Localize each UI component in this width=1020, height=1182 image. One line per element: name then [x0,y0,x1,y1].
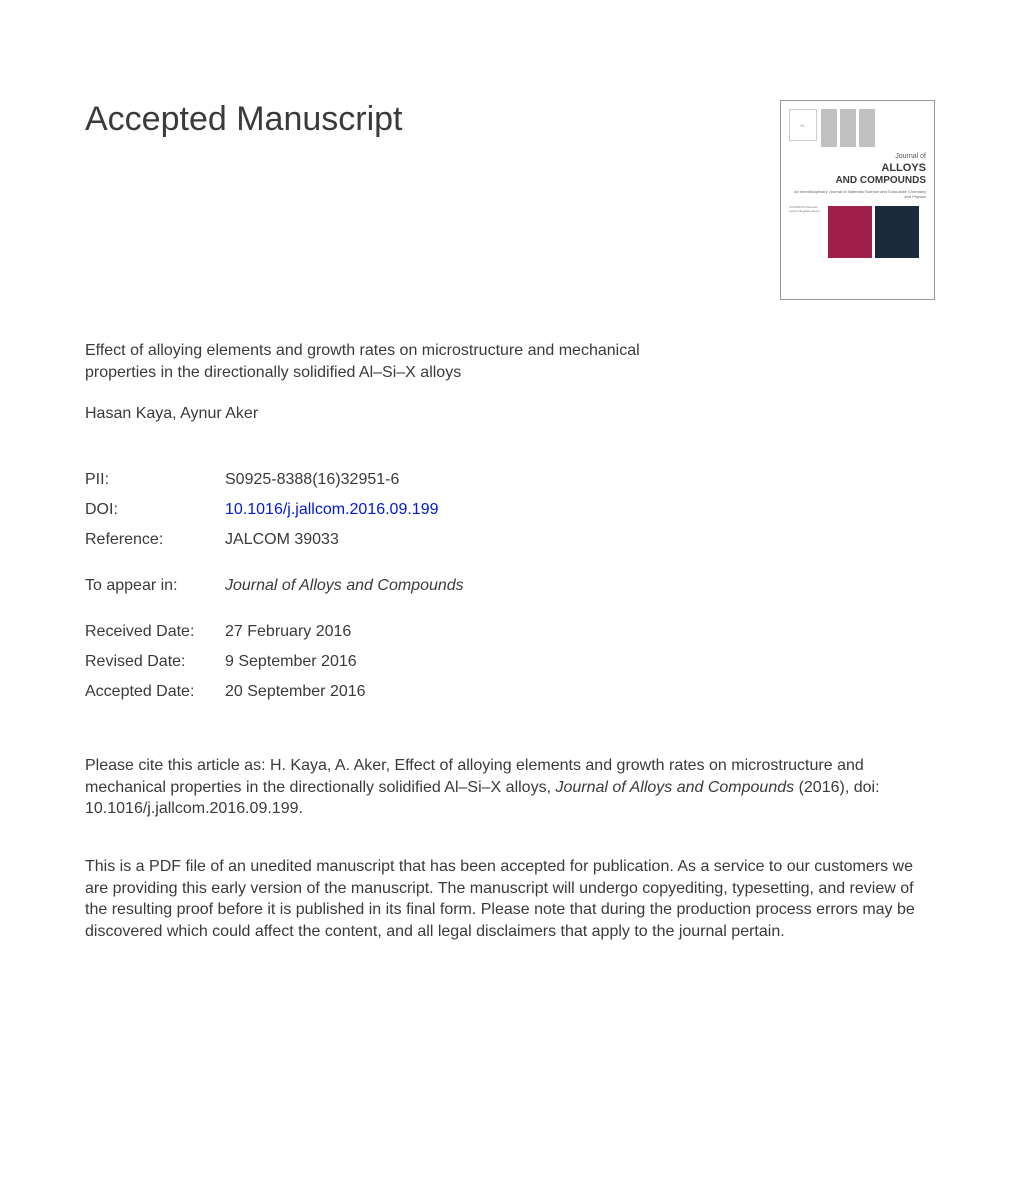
cover-title-line1: ALLOYS [881,162,926,174]
publisher-logo-icon: EL [789,109,817,141]
meta-row-appear: To appear in: Journal of Alloys and Comp… [85,571,464,601]
meta-row-received: Received Date: 27 February 2016 [85,617,464,647]
cover-squares [828,206,919,258]
meta-value: 10.1016/j.jallcom.2016.09.199 [225,495,464,525]
cover-bar [840,109,856,147]
meta-value: 9 September 2016 [225,647,464,677]
meta-label: Accepted Date: [85,677,225,707]
spacer-row [85,555,464,571]
article-title: Effect of alloying elements and growth r… [85,340,715,383]
cover-mid: CONTENTS Reviews Letters Regular papers [789,206,926,258]
doi-link[interactable]: 10.1016/j.jallcom.2016.09.199 [225,501,439,518]
meta-row-reference: Reference: JALCOM 39033 [85,525,464,555]
authors: Hasan Kaya, Aynur Aker [85,405,935,423]
meta-row-revised: Revised Date: 9 September 2016 [85,647,464,677]
page-heading: Accepted Manuscript [85,100,403,139]
cover-square [875,206,919,258]
meta-label: Received Date: [85,617,225,647]
meta-row-doi: DOI: 10.1016/j.jallcom.2016.09.199 [85,495,464,525]
cover-bars [821,109,875,147]
meta-value: 20 September 2016 [225,677,464,707]
meta-label: To appear in: [85,571,225,601]
meta-value: S0925-8388(16)32951-6 [225,465,464,495]
meta-label: Revised Date: [85,647,225,677]
meta-label: PII: [85,465,225,495]
meta-label: DOI: [85,495,225,525]
metadata-table: PII: S0925-8388(16)32951-6 DOI: 10.1016/… [85,465,464,707]
meta-label: Reference: [85,525,225,555]
meta-row-accepted: Accepted Date: 20 September 2016 [85,677,464,707]
spacer-row [85,601,464,617]
meta-value: JALCOM 39033 [225,525,464,555]
cover-bar [859,109,875,147]
cover-top: EL [789,109,926,147]
cover-title-line2: AND COMPOUNDS [835,175,926,186]
cover-contents: CONTENTS Reviews Letters Regular papers [789,206,824,258]
header-row: Accepted Manuscript EL Journal of ALLOYS… [85,100,935,300]
cover-bar [821,109,837,147]
citation-block: Please cite this article as: H. Kaya, A.… [85,755,935,820]
cover-subtitle: An Interdisciplinary Journal of Material… [789,190,926,200]
meta-row-pii: PII: S0925-8388(16)32951-6 [85,465,464,495]
manuscript-page: Accepted Manuscript EL Journal of ALLOYS… [0,0,1020,1002]
cover-square [828,206,872,258]
citation-journal: Journal of Alloys and Compounds [555,779,794,796]
disclaimer-block: This is a PDF file of an unedited manusc… [85,856,935,942]
cover-title: ALLOYS AND COMPOUNDS [789,162,926,186]
meta-value: Journal of Alloys and Compounds [225,571,464,601]
cover-pretitle: Journal of [789,153,926,160]
journal-cover-thumbnail: EL Journal of ALLOYS AND COMPOUNDS An In… [780,100,935,300]
meta-value: 27 February 2016 [225,617,464,647]
